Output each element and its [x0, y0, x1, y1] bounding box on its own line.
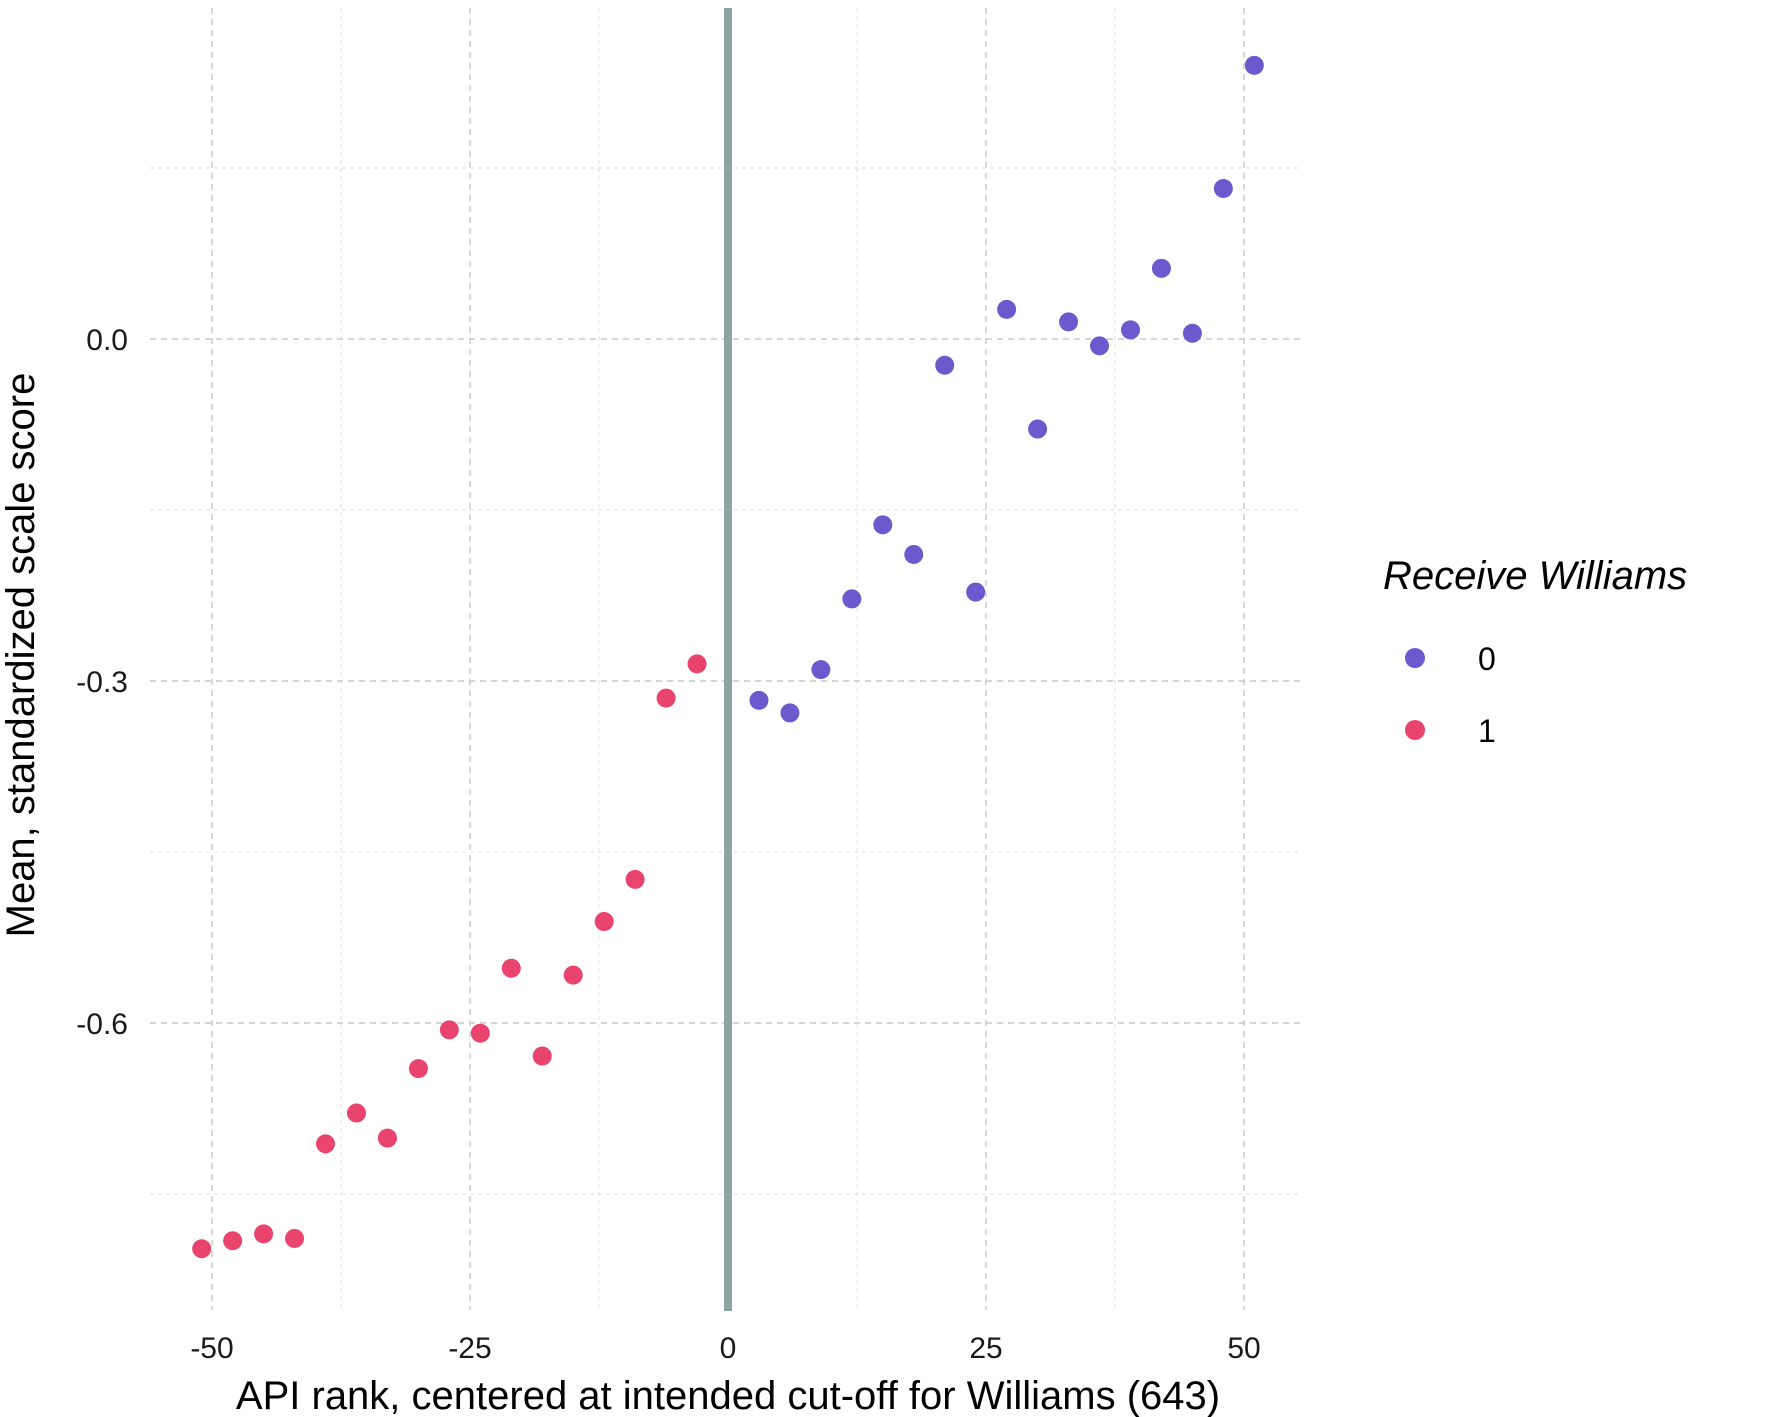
- y-tick-label: -0.3: [76, 666, 128, 699]
- data-point-series-0: [749, 690, 769, 710]
- y-tick-label: -0.6: [76, 1008, 128, 1041]
- x-tick-label: 50: [1227, 1332, 1260, 1365]
- data-point-series-1: [563, 965, 583, 985]
- data-point-series-0: [811, 660, 831, 680]
- legend-title: Receive Williams: [1383, 554, 1687, 598]
- data-point-series-0: [935, 355, 955, 375]
- data-point-series-1: [254, 1224, 274, 1244]
- data-point-series-1: [316, 1134, 336, 1154]
- data-point-series-0: [780, 703, 800, 723]
- x-tick-label: 0: [720, 1332, 737, 1365]
- data-point-series-0: [1244, 55, 1264, 75]
- data-point-series-0: [1090, 336, 1110, 356]
- legend-label-1: 1: [1478, 713, 1496, 749]
- data-point-series-1: [408, 1059, 428, 1079]
- data-point-series-0: [842, 589, 862, 609]
- data-point-series-0: [997, 299, 1017, 319]
- data-point-series-0: [1182, 323, 1202, 343]
- legend-label-0: 0: [1478, 641, 1496, 677]
- data-point-series-1: [625, 869, 645, 889]
- legend-key-0: [1405, 648, 1425, 668]
- data-point-series-1: [501, 958, 521, 978]
- y-axis-title: Mean, standardized scale score: [0, 373, 43, 938]
- legend-key-1: [1405, 720, 1425, 740]
- x-tick-label: 25: [969, 1332, 1002, 1365]
- data-point-series-0: [1120, 320, 1140, 340]
- data-point-series-1: [656, 688, 676, 708]
- data-point-series-0: [966, 582, 986, 602]
- y-axis-ticks: -0.6 -0.3 0.0: [76, 324, 128, 1041]
- legend-entries: 01: [1405, 641, 1496, 749]
- data-point-series-1: [285, 1228, 305, 1248]
- x-tick-label: -50: [190, 1332, 233, 1365]
- legend: Receive Williams 01: [1383, 554, 1687, 749]
- data-point-series-0: [873, 515, 893, 535]
- data-points: [192, 55, 1264, 1259]
- data-point-series-1: [470, 1023, 490, 1043]
- data-point-series-1: [439, 1020, 459, 1040]
- data-point-series-0: [1151, 258, 1171, 278]
- data-point-series-1: [594, 912, 614, 932]
- data-point-series-0: [1213, 179, 1233, 199]
- x-axis-title: API rank, centered at intended cut-off f…: [236, 1374, 1220, 1417]
- data-point-series-1: [687, 654, 707, 674]
- data-point-series-1: [223, 1231, 243, 1251]
- x-tick-label: -25: [448, 1332, 491, 1365]
- data-point-series-1: [377, 1128, 397, 1148]
- data-point-series-0: [904, 544, 924, 564]
- data-point-series-0: [1028, 419, 1048, 439]
- x-axis-ticks: -50 -25 0 25 50: [190, 1332, 1260, 1365]
- data-point-series-1: [532, 1046, 552, 1066]
- data-point-series-1: [346, 1103, 366, 1123]
- data-point-series-0: [1059, 312, 1079, 332]
- data-point-series-1: [192, 1239, 212, 1259]
- y-tick-label: 0.0: [86, 324, 128, 357]
